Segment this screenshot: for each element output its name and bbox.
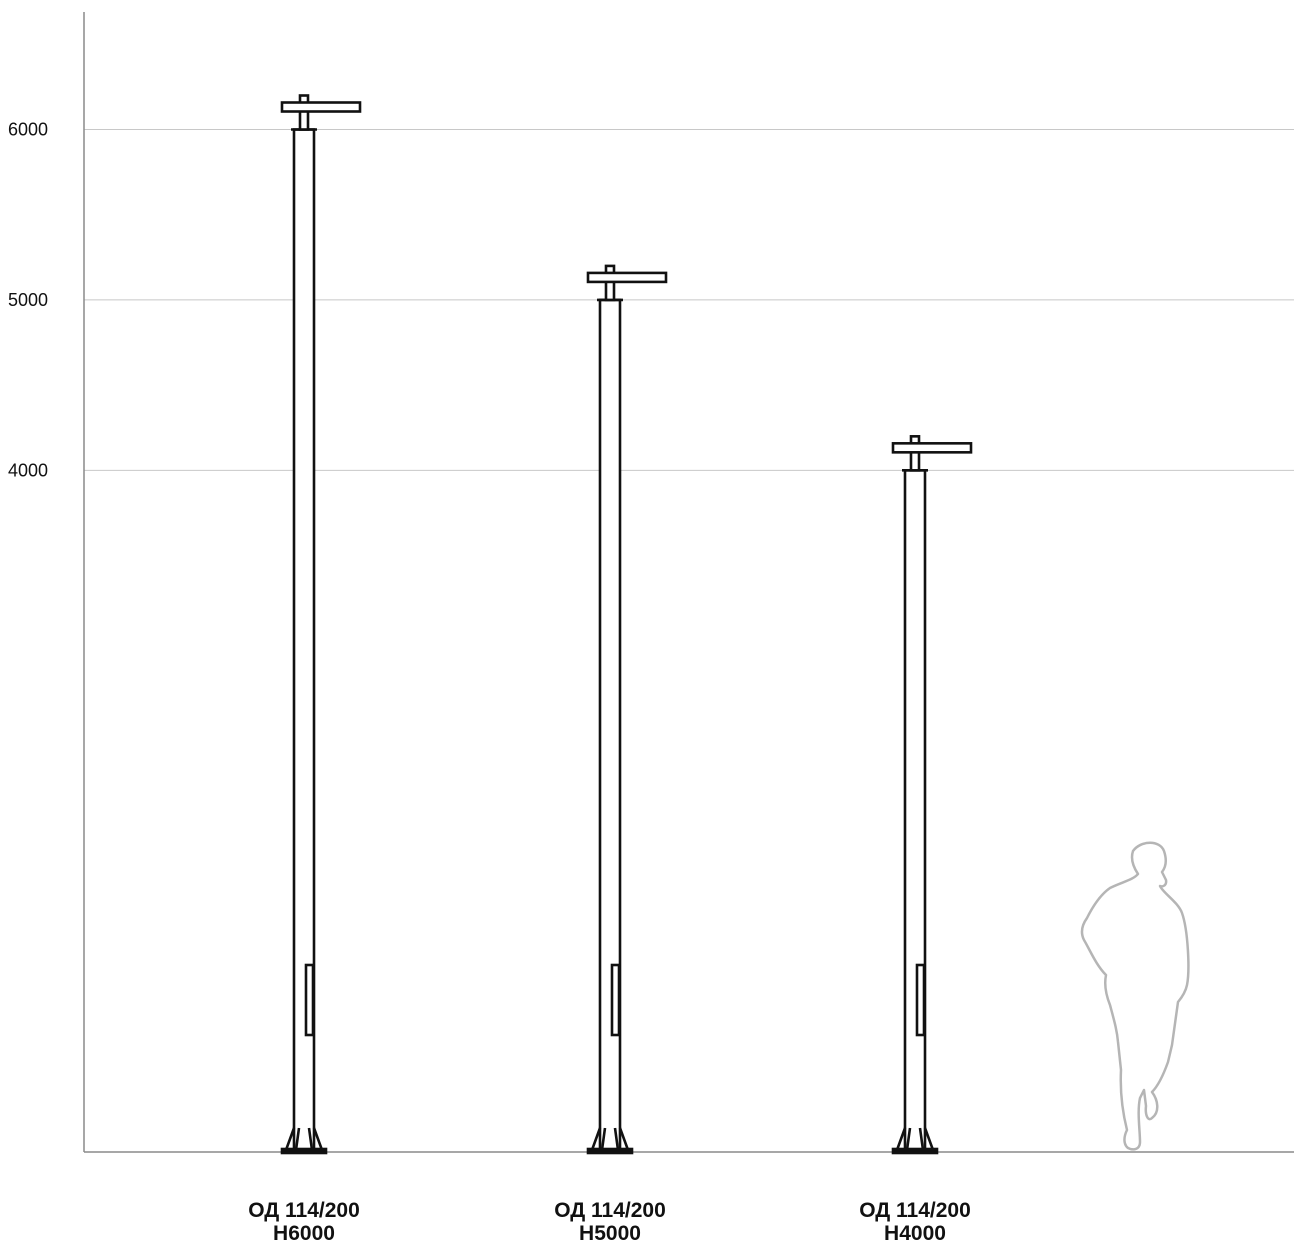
inspection-hatch	[304, 963, 315, 1037]
inspection-hatch	[610, 963, 621, 1037]
height-grid: 6000 5000 4000	[8, 120, 1294, 480]
pole-label: ОД 114/200 H4000	[795, 1199, 1035, 1245]
pole	[586, 264, 668, 1155]
base-gussets	[590, 1127, 630, 1151]
person-silhouette-icon	[1080, 841, 1190, 1151]
pole	[891, 435, 973, 1155]
pole	[280, 94, 362, 1155]
pole-height-label: H5000	[579, 1222, 641, 1245]
tick-label: 6000	[8, 120, 48, 140]
pole-model: ОД 114/200	[859, 1199, 971, 1222]
pole-model: ОД 114/200	[554, 1199, 666, 1222]
pole-height-label: H6000	[273, 1222, 335, 1245]
inspection-hatch	[915, 963, 926, 1037]
pole-label: ОД 114/200 H6000	[184, 1199, 424, 1245]
base-plate	[891, 1147, 939, 1155]
poles-group	[280, 94, 973, 1155]
pole-label: ОД 114/200 H5000	[490, 1199, 730, 1245]
tick-label: 5000	[8, 290, 48, 310]
pole-shaft	[903, 469, 927, 1152]
bracket-arm	[280, 101, 362, 113]
pole-height-label: H4000	[884, 1222, 946, 1245]
base-gussets	[895, 1127, 935, 1151]
bracket-arm	[586, 271, 668, 284]
base-plate	[586, 1147, 634, 1155]
base-gussets	[284, 1127, 324, 1151]
bracket-arm	[891, 442, 973, 454]
base-plate	[280, 1147, 328, 1155]
pole-model: ОД 114/200	[248, 1199, 360, 1222]
tick-label: 4000	[8, 460, 48, 480]
